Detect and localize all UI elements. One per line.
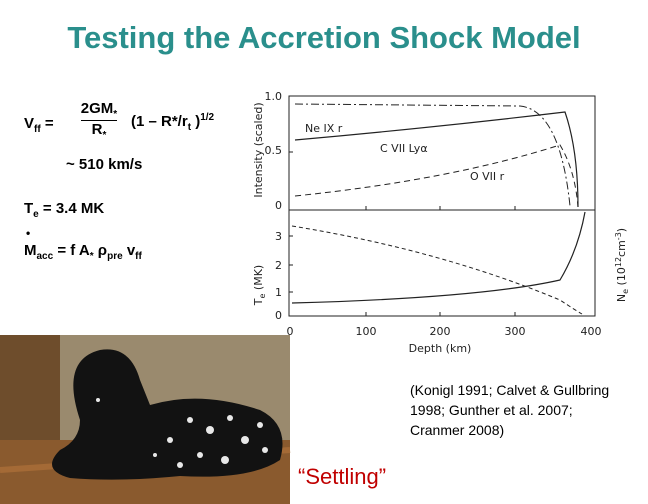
speed: ~ 510 km/s: [66, 156, 143, 173]
macc: Macc = f A* ρpre vff: [24, 242, 142, 262]
te: Te = 3.4 MK: [24, 200, 104, 220]
curve-label: Ne IX r: [305, 122, 343, 135]
subscript: t: [187, 122, 192, 133]
close: ): [615, 228, 628, 232]
power: 12: [614, 257, 623, 267]
y-tick-label: 0: [275, 309, 282, 322]
equals: =: [44, 115, 54, 132]
title: Testing the Accretion Shock Model: [67, 20, 581, 55]
symbol: V: [24, 115, 35, 132]
subscript: e: [33, 209, 39, 220]
x-axis-label: Depth (km): [409, 342, 472, 355]
y-tick-label: 1.0: [265, 90, 283, 103]
subscript: *: [113, 109, 118, 120]
symbol: T: [24, 200, 34, 217]
subscript: *: [89, 251, 94, 262]
y-tick-label: 2: [275, 259, 282, 272]
factor: (1 – R*/rt )1/2: [131, 112, 214, 133]
plot-frame: [288, 95, 596, 317]
subscript: acc: [36, 251, 54, 262]
rho: ρ: [93, 242, 108, 259]
v: v: [122, 242, 136, 259]
x-tick-label: 0: [287, 325, 294, 338]
power: -3: [614, 232, 623, 240]
denominator: R*: [92, 121, 107, 141]
symbol: M: [24, 242, 37, 259]
unit: cm: [615, 240, 628, 257]
subscript: pre: [107, 251, 123, 262]
subscript: e: [621, 289, 630, 294]
equals: = f A: [53, 242, 90, 259]
factor-text: (1 – R*/r: [131, 113, 188, 130]
fraction: 2GM* R*: [74, 100, 124, 141]
x-tick-label: 100: [356, 325, 377, 338]
citation: (Konigl 1991; Calvet & Gullbring 1998; G…: [410, 382, 610, 438]
te-value: = 3.4 MK: [38, 200, 105, 217]
subscript: e: [258, 293, 267, 298]
caption: “Settling”: [298, 464, 387, 489]
power: 1/2: [200, 112, 215, 123]
photo: [0, 335, 291, 504]
x-tick-label: 200: [430, 325, 451, 338]
vff-label: Vff =: [24, 115, 54, 135]
open: (10: [615, 267, 628, 289]
y-tick-label: 3: [275, 230, 282, 243]
y-tick-label: 0: [275, 199, 282, 212]
x-tick-label: 400: [581, 325, 602, 338]
dot: •: [26, 226, 31, 240]
paren: ): [191, 113, 201, 130]
symbol: T: [252, 298, 265, 306]
y2-axis-label: Ne (1012cm-3): [614, 228, 630, 302]
y-axis-label: Intensity (scaled): [252, 102, 265, 197]
curve-label: C VII Lyα: [380, 142, 428, 155]
numerator-text: 2GM: [80, 100, 114, 117]
y-tick-label: 0.5: [265, 144, 283, 157]
unit: (MK): [252, 265, 265, 294]
denominator-text: R: [91, 121, 103, 138]
subscript: *: [102, 130, 107, 141]
curve-label: O VII r: [470, 170, 505, 183]
subscript: ff: [135, 251, 142, 262]
y-axis-label: Te (MK): [252, 265, 267, 306]
subscript: ff: [34, 124, 41, 135]
x-tick-label: 300: [505, 325, 526, 338]
y-tick-label: 1: [275, 286, 282, 299]
symbol: N: [615, 294, 628, 302]
